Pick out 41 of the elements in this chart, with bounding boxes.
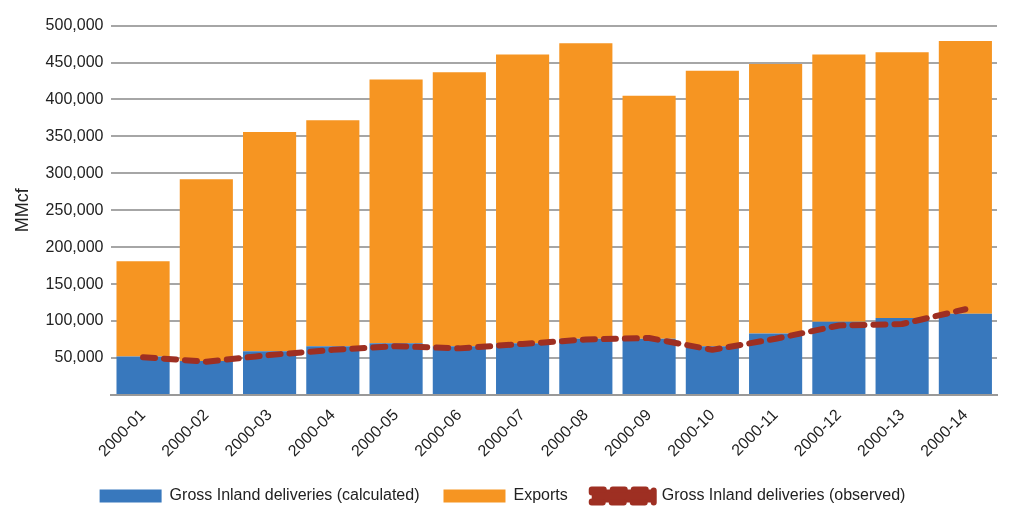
bar	[685, 70, 739, 347]
bar	[496, 343, 550, 394]
bar	[559, 43, 613, 339]
legend-label: Exports	[513, 486, 568, 504]
bar	[685, 346, 739, 394]
y-tick-label: 250,000	[45, 200, 104, 218]
bar	[243, 351, 297, 394]
bar	[306, 120, 360, 347]
legend-label: Gross Inland deliveries (calculated)	[169, 486, 420, 504]
bar	[812, 54, 866, 322]
y-tick-label: 300,000	[45, 163, 104, 181]
y-tick-label: 100,000	[45, 311, 104, 329]
bar	[116, 261, 170, 357]
bar	[875, 318, 929, 394]
bar	[622, 338, 676, 394]
y-tick-label: 500,000	[45, 16, 104, 34]
bar	[496, 54, 550, 344]
bar	[243, 131, 297, 352]
y-axis-title: MMcf	[11, 187, 32, 233]
bar	[622, 95, 676, 339]
y-tick-label: 400,000	[45, 89, 104, 107]
y-tick-label: 450,000	[45, 52, 104, 70]
bar	[749, 64, 803, 334]
bar	[179, 360, 233, 394]
bar	[938, 313, 992, 394]
bar	[938, 41, 992, 314]
y-tick-label: 350,000	[45, 126, 104, 144]
bar	[179, 179, 233, 361]
bar	[749, 333, 803, 394]
y-tick-label: 150,000	[45, 274, 104, 292]
legend-label: Gross Inland deliveries (observed)	[661, 486, 906, 504]
bar	[812, 321, 866, 394]
bar	[875, 52, 929, 319]
bar	[369, 343, 423, 394]
bar	[116, 356, 170, 394]
bar	[432, 72, 486, 347]
bar	[432, 346, 486, 394]
bar	[369, 79, 423, 344]
y-tick-label: 50,000	[54, 348, 104, 366]
bar	[559, 338, 613, 394]
y-tick-label: 200,000	[45, 237, 104, 255]
